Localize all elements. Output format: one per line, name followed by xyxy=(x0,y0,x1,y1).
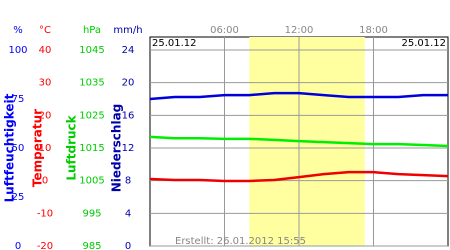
y-tick-label: 25 xyxy=(12,192,25,203)
y-tick-label: 10 xyxy=(39,143,52,154)
y-tick-label: 16 xyxy=(122,110,135,121)
end-date: 25.01.12 xyxy=(401,38,446,49)
y-tick-label: 8 xyxy=(125,176,131,187)
y-tick-label: 100 xyxy=(8,45,27,56)
y-tick-label: 0 xyxy=(125,241,131,250)
y-tick-label: 12 xyxy=(122,143,135,154)
created-note: Erstellt: 26.01.2012 15:55 xyxy=(175,236,306,247)
y-tick-label: 30 xyxy=(39,78,52,89)
series-line xyxy=(149,91,448,101)
axis-title: Luftfeuchtigkeit xyxy=(3,93,17,202)
y-tick-label: 1025 xyxy=(79,110,104,121)
y-tick-label: 4 xyxy=(125,208,131,219)
y-tick-label: 985 xyxy=(82,241,101,250)
y-tick-label: -10 xyxy=(37,208,53,219)
axis-unit: hPa xyxy=(83,25,101,36)
series-line xyxy=(149,170,449,183)
x-tick-label: 06:00 xyxy=(210,25,239,36)
y-tick-label: 1035 xyxy=(79,78,104,89)
axis-title: Luftdruck xyxy=(65,114,79,180)
axis-title: Temperatur xyxy=(31,109,45,187)
y-tick-label: 24 xyxy=(122,45,135,56)
axis-unit: % xyxy=(13,25,23,36)
x-tick-label: 18:00 xyxy=(359,25,388,36)
y-tick-label: 1005 xyxy=(79,176,104,187)
start-date: 25.01.12 xyxy=(152,38,197,49)
y-tick-label: 995 xyxy=(82,208,101,219)
y-tick-label: -20 xyxy=(37,241,53,250)
y-tick-label: 0 xyxy=(42,176,48,187)
y-tick-label: 0 xyxy=(15,241,21,250)
y-tick-label: 50 xyxy=(12,143,25,154)
axis-unit: mm/h xyxy=(113,25,142,36)
y-tick-label: 1015 xyxy=(79,143,104,154)
y-tick-label: 20 xyxy=(122,78,135,89)
y-tick-label: 20 xyxy=(39,110,52,121)
axis-title: Niederschlag xyxy=(110,104,124,193)
axis-unit: °C xyxy=(39,25,51,36)
y-tick-label: 1045 xyxy=(79,45,104,56)
y-tick-label: 75 xyxy=(12,94,25,105)
x-tick-label: 12:00 xyxy=(285,25,314,36)
series-line xyxy=(149,135,449,148)
y-tick-label: 40 xyxy=(39,45,52,56)
